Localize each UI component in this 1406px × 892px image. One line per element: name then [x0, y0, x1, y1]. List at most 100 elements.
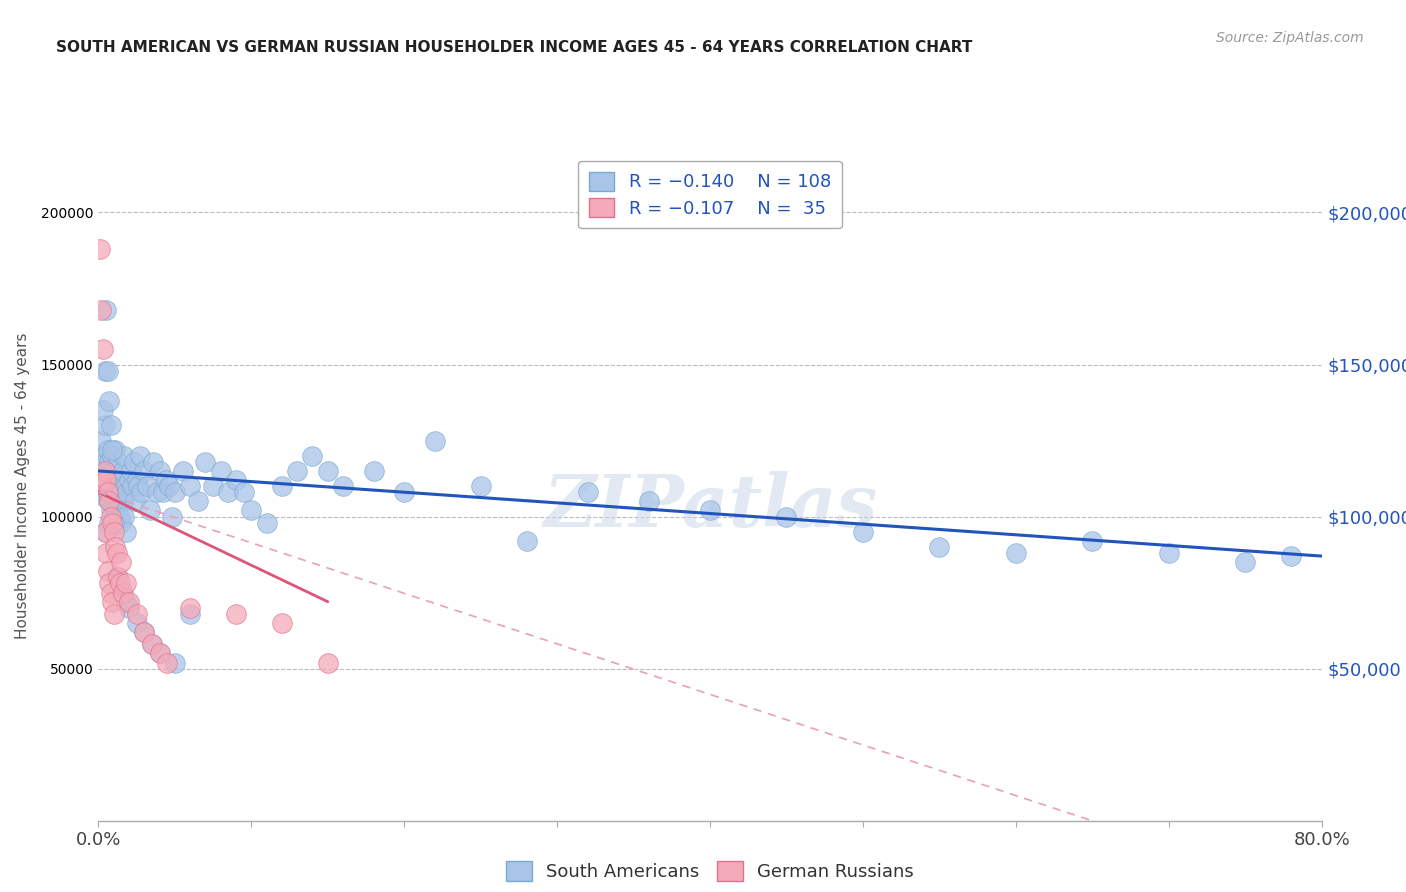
Point [103, 607, 125, 621]
Point [699, 503, 721, 517]
Point [101, 516, 124, 530]
Point [928, 540, 950, 554]
Point [100, 479, 122, 493]
Point [1004, 546, 1026, 560]
Point [363, 464, 385, 478]
Point [110, 479, 132, 493]
Point [225, 607, 247, 621]
Point [152, 485, 174, 500]
Point [852, 524, 875, 539]
Point [97, 485, 120, 500]
Point [111, 464, 134, 478]
Point [149, 646, 172, 660]
Point [194, 455, 217, 469]
Point [127, 479, 149, 493]
Point [93, 363, 115, 377]
Point [209, 464, 232, 478]
Text: SOUTH AMERICAN VS GERMAN RUSSIAN HOUSEHOLDER INCOME AGES 45 - 64 YEARS CORRELATI: SOUTH AMERICAN VS GERMAN RUSSIAN HOUSEHO… [56, 40, 973, 55]
Point [134, 625, 156, 640]
Point [141, 637, 163, 651]
Point [125, 607, 148, 621]
Point [107, 570, 129, 584]
Point [332, 479, 354, 493]
Point [108, 473, 131, 487]
Point [149, 464, 172, 478]
Point [90, 434, 112, 448]
Point [423, 434, 446, 448]
Point [104, 442, 127, 457]
Point [90, 302, 112, 317]
Point [637, 494, 661, 508]
Point [392, 485, 416, 500]
Point [110, 555, 132, 569]
Point [118, 600, 141, 615]
Point [516, 533, 538, 548]
Point [270, 615, 292, 630]
Point [1279, 549, 1302, 563]
Point [112, 449, 135, 463]
Point [120, 464, 142, 478]
Point [179, 600, 201, 615]
Point [115, 595, 138, 609]
Point [217, 485, 239, 500]
Point [139, 503, 162, 517]
Point [101, 595, 124, 609]
Point [94, 491, 117, 506]
Point [179, 607, 201, 621]
Point [98, 494, 121, 508]
Point [316, 656, 339, 670]
Point [101, 442, 124, 457]
Legend: South Americans, German Russians: South Americans, German Russians [499, 855, 921, 888]
Point [94, 473, 117, 487]
Point [91, 485, 114, 500]
Point [100, 509, 122, 524]
Point [118, 595, 141, 609]
Point [240, 503, 263, 517]
Point [115, 479, 138, 493]
Point [118, 473, 141, 487]
Point [98, 516, 121, 530]
Point [179, 479, 201, 493]
Point [93, 418, 115, 433]
Point [125, 473, 148, 487]
Point [98, 576, 121, 591]
Point [187, 494, 209, 508]
Point [94, 524, 117, 539]
Point [93, 473, 115, 487]
Point [316, 464, 339, 478]
Point [112, 509, 135, 524]
Point [91, 343, 114, 357]
Point [100, 418, 122, 433]
Y-axis label: Householder Income Ages 45 - 64 years: Householder Income Ages 45 - 64 years [15, 333, 30, 640]
Point [145, 485, 167, 500]
Point [104, 540, 127, 554]
Point [156, 656, 179, 670]
Point [101, 449, 124, 463]
Point [100, 464, 122, 478]
Point [103, 464, 125, 478]
Point [155, 473, 177, 487]
Point [105, 570, 128, 584]
Point [93, 524, 115, 539]
Point [93, 464, 115, 478]
Point [576, 485, 599, 500]
Point [104, 509, 127, 524]
Point [103, 524, 125, 539]
Point [98, 455, 121, 469]
Point [122, 455, 145, 469]
Point [141, 637, 163, 651]
Point [202, 479, 225, 493]
Point [94, 546, 117, 560]
Point [105, 503, 128, 517]
Point [94, 302, 117, 317]
Text: ZIPatlas: ZIPatlas [543, 471, 877, 541]
Point [91, 449, 114, 463]
Point [124, 494, 146, 508]
Point [157, 479, 180, 493]
Point [125, 615, 148, 630]
Point [89, 242, 111, 256]
Point [105, 546, 128, 560]
Point [256, 516, 278, 530]
Point [110, 516, 132, 530]
Point [103, 516, 125, 530]
